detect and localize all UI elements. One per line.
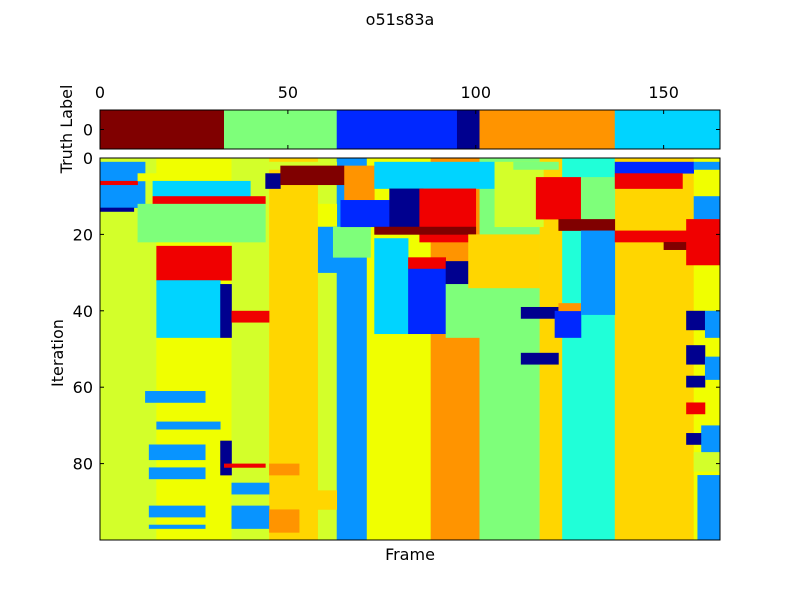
heatmap-patch (100, 208, 134, 212)
heatmap-patch (408, 269, 446, 334)
heatmap-patch (513, 162, 558, 170)
heatmap-patch (615, 162, 694, 174)
heatmap-patch (318, 204, 337, 227)
heatmap-patch (149, 467, 206, 479)
heatmap-patch (374, 227, 476, 235)
heatmap-patch (446, 284, 499, 338)
heatmap-patch (686, 219, 720, 265)
strip-x-tick-label: 50 (278, 83, 298, 102)
heatmap-patch (374, 162, 495, 189)
heatmap-patch (149, 445, 206, 461)
heatmap-patch (558, 219, 615, 231)
heatmap-patch (156, 422, 220, 430)
heatmap-patch (149, 525, 206, 529)
heatmap-patch (232, 506, 270, 529)
strip-y-tick-label: 0 (83, 121, 93, 140)
heatmap-patch (686, 345, 705, 364)
heatmap-patch (333, 227, 371, 258)
heatmap-column-block (269, 158, 318, 540)
heatmap-column-block (615, 158, 694, 540)
strip-x-tick-label: 150 (648, 83, 679, 102)
heatmap-patch (220, 441, 232, 476)
heatmap-patch (145, 391, 205, 403)
heatmap-patch (694, 196, 721, 219)
heatmap-patch (374, 238, 408, 334)
heatmap-patch (408, 257, 446, 269)
heatmap-patch (686, 311, 705, 330)
figure-title: o51s83a (366, 10, 435, 29)
heatmap-patch (686, 402, 705, 414)
truth-segment (100, 110, 224, 149)
heatmap-patch (705, 357, 720, 380)
heatmap-y-axis-label: Iteration (48, 319, 67, 387)
strip-y-axis-label: Truth Label (57, 85, 76, 175)
heatmap-patch (153, 196, 266, 204)
heatmap-patch (701, 425, 720, 452)
heatmap-patch (686, 376, 705, 388)
truth-segment (337, 110, 458, 149)
heatmap-patch (220, 284, 232, 338)
heatmap-y-tick-label: 60 (73, 378, 93, 397)
heatmap-y-tick-label: 20 (73, 225, 93, 244)
heatmap-patch (149, 506, 206, 518)
heatmap-patch (694, 452, 721, 471)
heatmap-patch (138, 173, 206, 181)
truth-segment (224, 110, 337, 149)
heatmap-patch (615, 231, 694, 243)
heatmap-y-tick-label: 0 (83, 149, 93, 168)
heatmap-patch (269, 509, 299, 532)
heatmap-patch (138, 204, 266, 243)
iteration-heatmap (100, 158, 720, 540)
heatmap-patch (536, 177, 581, 219)
heatmap-patch (153, 181, 251, 197)
heatmap-patch (299, 490, 337, 509)
heatmap-patch (389, 189, 423, 228)
heatmap-patch (232, 311, 270, 323)
heatmap-patch (100, 181, 138, 185)
truth-segment (480, 110, 616, 149)
heatmap-patch (280, 166, 344, 185)
heatmap-y-tick-label: 40 (73, 302, 93, 321)
strip-x-tick-label: 100 (460, 83, 491, 102)
heatmap-patch (555, 311, 582, 338)
heatmap-patch (705, 311, 720, 338)
truth-segment (615, 110, 721, 149)
truth-label-strip (100, 110, 720, 149)
heatmap-patch (156, 246, 231, 281)
truth-segment (457, 110, 480, 149)
heatmap-patch (232, 483, 270, 495)
heatmap-patch (694, 162, 721, 170)
heatmap-patch (468, 234, 540, 288)
heatmap-patch (697, 475, 720, 540)
heatmap-patch (340, 200, 389, 227)
heatmap-patch (265, 173, 280, 189)
heatmap-x-axis-label: Frame (385, 545, 435, 564)
heatmap-patch (269, 464, 299, 476)
heatmap-patch (156, 280, 220, 338)
heatmap-patch (581, 231, 615, 315)
heatmap-patch (224, 464, 266, 468)
heatmap-patch (615, 173, 683, 189)
heatmap-y-tick-label: 80 (73, 455, 93, 474)
strip-x-tick-label: 0 (95, 83, 105, 102)
heatmap-patch (521, 353, 559, 365)
heatmap-patch (581, 177, 615, 219)
heatmap-patch (344, 166, 374, 201)
